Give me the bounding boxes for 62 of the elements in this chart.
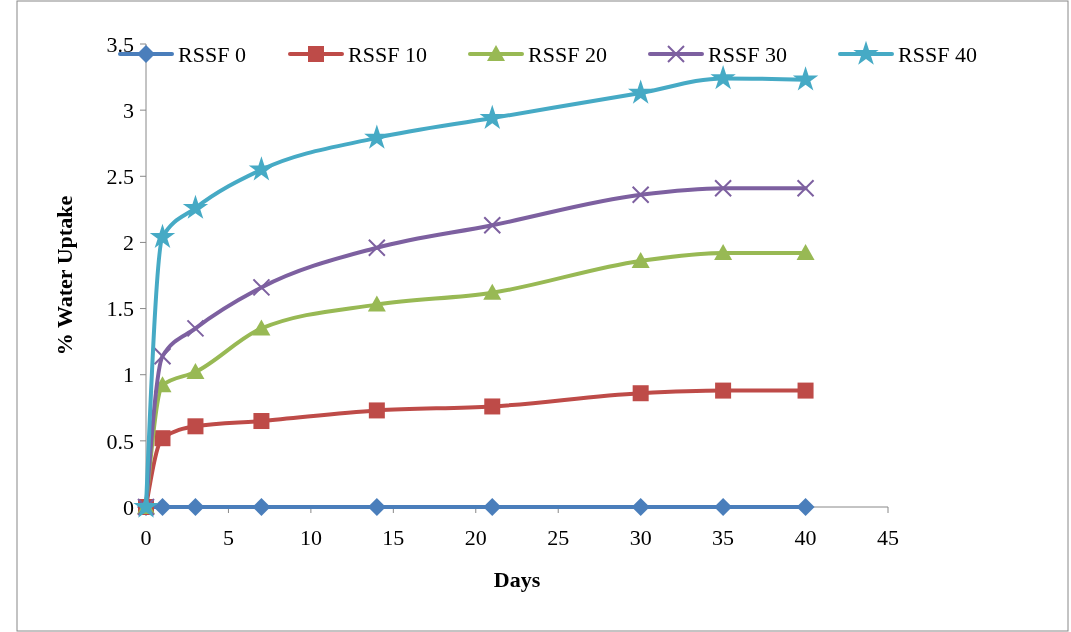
point xyxy=(252,278,271,297)
y-tick-label: 2 xyxy=(123,230,134,256)
y-tick-label: 3 xyxy=(123,97,134,123)
point xyxy=(714,179,733,198)
legend-label: RSSF 0 xyxy=(178,41,246,67)
y-tick-label: 1 xyxy=(123,362,134,388)
point xyxy=(186,498,205,516)
point xyxy=(252,498,271,516)
y-tick-label: 0 xyxy=(123,494,134,520)
point xyxy=(792,66,819,91)
x-tick-label: 20 xyxy=(464,525,487,550)
legend-label: RSSF 30 xyxy=(708,41,787,67)
y-tick-label: 0.5 xyxy=(106,428,134,454)
point xyxy=(182,194,209,219)
x-tick-label: 40 xyxy=(794,525,817,550)
point xyxy=(364,124,390,149)
point xyxy=(479,104,505,129)
x-tick-label: 30 xyxy=(629,525,652,550)
y-tick-label: 3.5 xyxy=(106,31,134,57)
point xyxy=(252,319,271,336)
x-tick-label: 25 xyxy=(547,525,570,550)
x-tick-label: 15 xyxy=(382,525,405,550)
point xyxy=(631,498,650,516)
point xyxy=(483,498,502,516)
x-tick-label: 10 xyxy=(299,525,322,550)
point xyxy=(186,363,205,380)
x-tick-label: 35 xyxy=(712,525,735,550)
point xyxy=(796,244,815,261)
point xyxy=(186,319,205,338)
point xyxy=(248,156,275,181)
y-tick-label: 1.5 xyxy=(106,296,134,322)
x-axis-title: Days xyxy=(493,567,541,592)
point xyxy=(153,347,172,366)
point xyxy=(627,79,654,104)
legend-label: RSSF 20 xyxy=(528,41,607,67)
legend-label: RSSF 10 xyxy=(348,41,427,67)
point xyxy=(149,223,176,248)
point xyxy=(710,65,736,90)
x-tick-label: 45 xyxy=(877,525,899,550)
point xyxy=(253,413,270,430)
point xyxy=(483,283,502,300)
point xyxy=(154,430,171,447)
point xyxy=(367,295,386,312)
point xyxy=(153,498,172,516)
point xyxy=(796,179,815,198)
point xyxy=(797,382,814,399)
point xyxy=(484,398,501,415)
point xyxy=(796,498,815,516)
y-axis-title: % Water Uptake xyxy=(52,195,77,356)
point xyxy=(367,238,386,257)
y-tick-label: 2.5 xyxy=(106,163,134,189)
point xyxy=(632,385,649,402)
point xyxy=(631,185,650,204)
legend-label: RSSF 40 xyxy=(898,41,977,67)
point xyxy=(631,251,650,268)
point xyxy=(483,216,502,235)
point xyxy=(715,382,732,399)
x-tick-label: 5 xyxy=(222,525,234,550)
x-tick-label: 0 xyxy=(140,525,152,550)
point xyxy=(368,402,385,419)
point xyxy=(187,418,204,435)
point xyxy=(714,244,733,261)
